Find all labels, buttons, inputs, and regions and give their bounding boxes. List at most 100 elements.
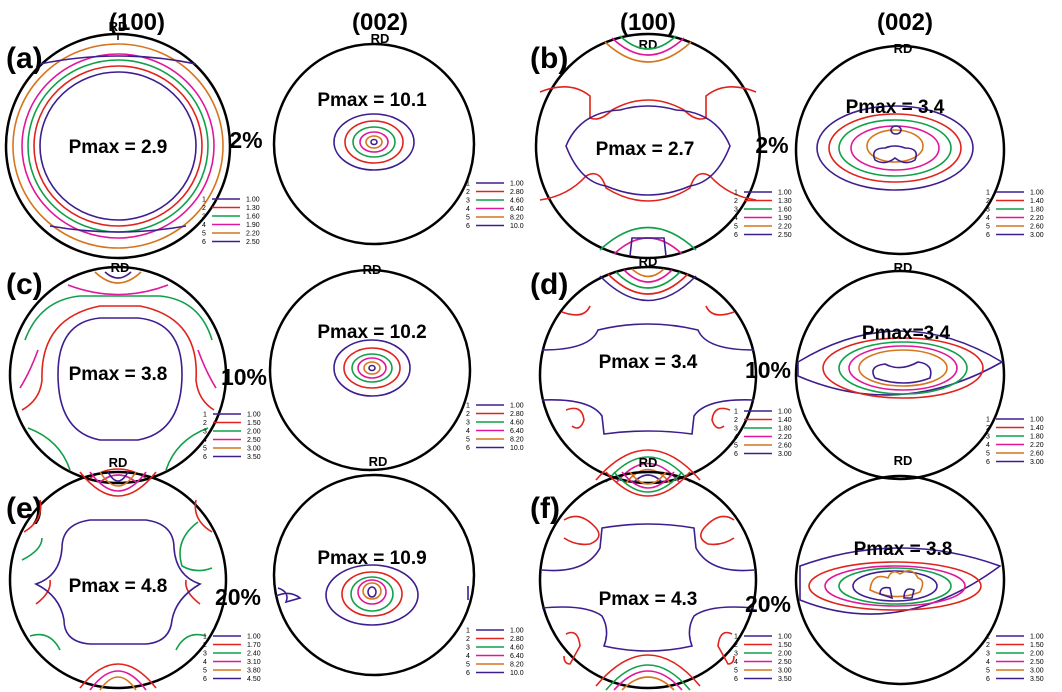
rd-label: RD (369, 454, 388, 469)
legend-value: 3.50 (1030, 676, 1044, 683)
legend-value: 1.90 (778, 215, 792, 222)
legend-value: 10.0 (510, 445, 524, 452)
legend-value: 2.50 (778, 232, 792, 239)
legend-value: 2.50 (247, 437, 261, 444)
legend-value: 1.30 (246, 205, 260, 212)
legend-value: 2.40 (247, 651, 261, 658)
rd-label: RD (639, 455, 658, 470)
legend-value: 6.40 (510, 206, 524, 213)
legend-index: 2 (986, 198, 990, 205)
pole-figure-c-100: RD Pmax = 3.8 (8, 260, 228, 485)
legend-value: 1.70 (247, 642, 261, 649)
pmax-label: Pmax=3.4 (862, 323, 951, 344)
legend-value: 3.10 (247, 659, 261, 666)
legend-index: 1 (986, 190, 990, 197)
legend-index: 5 (202, 231, 206, 238)
legend-index: 2 (466, 411, 470, 418)
legend-index: 1 (466, 181, 470, 188)
legend-value: 2.50 (1030, 659, 1044, 666)
legend-index: 1 (734, 190, 738, 197)
pmax-label: Pmax = 10.1 (317, 90, 427, 111)
pmax-label: Pmax = 10.9 (317, 548, 426, 569)
legend-index: 6 (986, 459, 990, 466)
contour-legend: 1 1.00 2 1.30 3 1.60 4 1.90 5 2.20 6 2.50 (202, 197, 260, 247)
legend-value: 4.50 (247, 676, 261, 683)
contour-legend: 1 1.00 2 2.80 3 4.60 4 6.40 5 8.20 6 10.0 (466, 403, 524, 453)
legend-value: 4.60 (510, 198, 524, 205)
legend-index: 3 (466, 420, 470, 427)
legend-index: 1 (734, 409, 738, 416)
strain-label-e: 20% (215, 584, 261, 610)
legend-value: 8.20 (510, 215, 524, 222)
legend-index: 3 (986, 434, 990, 441)
contour-legend: 1 1.00 2 1.50 3 2.00 4 2.50 5 3.00 6 3.50 (203, 412, 261, 462)
legend-index: 4 (986, 659, 990, 666)
pmax-label: Pmax = 3.4 (599, 352, 698, 373)
legend-value: 10.0 (510, 223, 524, 230)
pole-figure-a-002: RD Pmax = 10.1 (272, 31, 476, 246)
legend-index: 5 (203, 446, 207, 453)
legend-value: 1.40 (1030, 425, 1044, 432)
legend-value: 1.00 (778, 634, 792, 641)
legend-value: 1.80 (778, 426, 792, 433)
legend-index: 5 (734, 443, 738, 450)
strain-label-c: 10% (221, 364, 267, 390)
legend-index: 2 (986, 425, 990, 432)
legend-index: 4 (202, 222, 206, 229)
legend-index: 3 (202, 214, 206, 221)
legend-index: 6 (466, 223, 470, 230)
legend-index: 5 (734, 224, 738, 231)
rd-label: RD (109, 455, 128, 470)
legend-value: 1.00 (1030, 190, 1044, 197)
legend-index: 4 (203, 437, 207, 444)
pole-figure-e-002: RD Pmax = 10.9 (272, 454, 476, 677)
legend-index: 6 (734, 232, 738, 239)
legend-index: 6 (466, 445, 470, 452)
legend-value: 3.00 (247, 446, 261, 453)
contour-legend: 1 1.00 2 1.40 3 1.80 4 2.20 5 2.60 6 3.00 (734, 409, 792, 459)
legend-value: 8.20 (510, 662, 524, 669)
legend-index: 5 (986, 451, 990, 458)
contour-legend: 1 1.00 2 1.40 3 1.80 4 2.20 5 2.60 6 3.00 (986, 190, 1044, 240)
legend-index: 1 (202, 197, 206, 204)
legend-value: 1.00 (510, 403, 524, 410)
legend-value: 1.00 (247, 634, 261, 641)
legend-value: 3.80 (247, 668, 261, 675)
legend-index: 2 (203, 642, 207, 649)
contour-legend: 1 1.00 2 1.40 3 1.80 4 2.20 5 2.60 6 3.00 (986, 417, 1044, 467)
pole-figure-b-002: RD Pmax = 3.4 (794, 41, 1006, 256)
legend-index: 3 (466, 198, 470, 205)
legend-index: 4 (466, 428, 470, 435)
legend-index: 6 (203, 454, 207, 461)
pole-figure-d-002: RD Pmax=3.4 (794, 260, 1006, 481)
legend-index: 1 (203, 634, 207, 641)
legend-index: 5 (466, 662, 470, 669)
legend-value: 3.50 (778, 676, 792, 683)
contour-legends: 1 1.00 2 1.30 3 1.60 4 1.90 5 2.20 6 2.50 1 1.00 2 2.80… (202, 181, 1044, 684)
legend-value: 1.90 (246, 222, 260, 229)
legend-index: 6 (734, 676, 738, 683)
strain-label-a: 2% (229, 127, 262, 153)
legend-index: 3 (466, 645, 470, 652)
legend-index: 6 (466, 670, 470, 677)
legend-index: 2 (203, 420, 207, 427)
pmax-label: Pmax = 2.7 (596, 139, 695, 160)
legend-index: 4 (466, 206, 470, 213)
legend-value: 3.00 (1030, 232, 1044, 239)
strain-label-b: 2% (755, 132, 788, 158)
legend-value: 2.00 (1030, 651, 1044, 658)
legend-value: 10.0 (510, 670, 524, 677)
legend-value: 2.50 (246, 239, 260, 246)
rd-label: RD (111, 260, 130, 275)
legend-value: 2.80 (510, 411, 524, 418)
legend-index: 6 (986, 676, 990, 683)
column-header-100-left: (100) (109, 9, 165, 36)
legend-value: 1.50 (778, 642, 792, 649)
legend-index: 6 (202, 239, 206, 246)
rd-label: RD (371, 31, 390, 46)
legend-value: 1.00 (778, 409, 792, 416)
panel-label-b: (b) (530, 42, 568, 75)
pole-figure-f-002: RD Pmax = 3.8 (794, 453, 1006, 686)
legend-value: 2.60 (778, 443, 792, 450)
